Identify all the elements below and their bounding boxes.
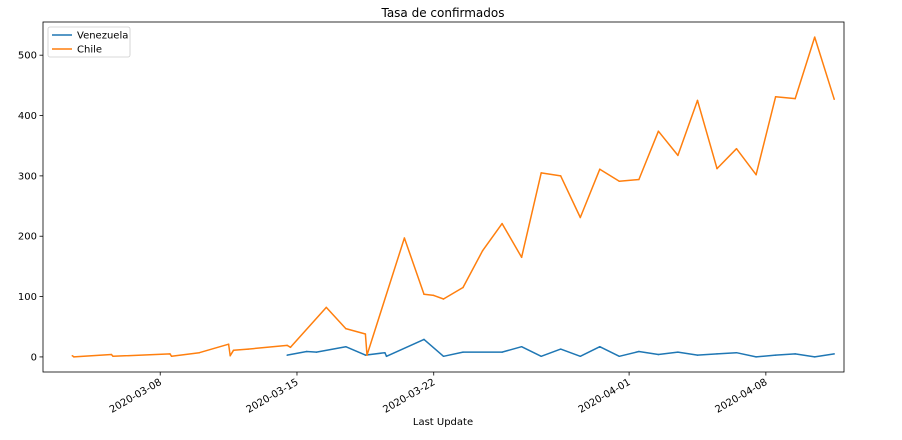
data-point-chile (755, 173, 757, 176)
x-tick-label: 2020-03-08 (108, 377, 164, 416)
data-point-venezuela (384, 351, 386, 354)
data-point-chile (599, 168, 601, 170)
y-tick-label: 0 (31, 352, 37, 363)
data-point-venezuela (716, 353, 718, 355)
data-point-venezuela (501, 351, 503, 353)
data-point-chile (364, 333, 367, 335)
data-point-chile (696, 99, 699, 102)
legend-label-chile: Chile (77, 45, 102, 56)
data-point-venezuela (345, 345, 347, 348)
chart-title: Tasa de confirmados (380, 6, 504, 20)
data-point-chile (579, 216, 582, 219)
data-point-venezuela (833, 353, 835, 355)
legend: Venezuela Chile (47, 26, 131, 58)
data-point-chile (462, 286, 464, 289)
data-point-venezuela (696, 354, 699, 356)
data-point-chile (774, 96, 777, 98)
data-point-chile (520, 256, 523, 259)
data-point-chile (794, 97, 796, 100)
x-axis-ticks: 2020-03-08 2020-03-15 2020-03-22 2020-04-01… (108, 372, 769, 416)
y-axis-ticks: 0 100 200 300 400 500 (18, 51, 43, 363)
data-point-venezuela (813, 356, 816, 358)
y-tick-label: 200 (18, 232, 37, 243)
data-point-venezuela (315, 351, 318, 353)
data-point-venezuela (755, 356, 757, 358)
data-point-venezuela (638, 350, 640, 353)
data-point-chile (432, 294, 435, 297)
data-point-venezuela (364, 354, 367, 356)
data-point-venezuela (794, 353, 796, 355)
data-point-venezuela (599, 345, 601, 348)
data-point-chile (325, 306, 328, 309)
data-point-chile (345, 327, 347, 330)
data-point-chile (501, 222, 503, 225)
data-point-chile (657, 130, 660, 132)
data-point-venezuela (520, 345, 523, 348)
data-point-chile (618, 180, 621, 183)
data-point-venezuela (385, 355, 388, 358)
data-point-venezuela (540, 355, 542, 358)
data-point-chile (229, 354, 231, 357)
data-point-chile (677, 154, 679, 157)
data-point-chile (247, 348, 249, 350)
data-point-chile (110, 353, 113, 356)
data-point-chile (286, 344, 288, 347)
data-point-venezuela (423, 338, 425, 341)
data-point-chile (227, 343, 230, 345)
data-point-venezuela (677, 351, 679, 353)
data-point-venezuela (618, 355, 621, 358)
y-tick-label: 500 (18, 51, 37, 62)
data-point-chile (170, 355, 173, 358)
x-tick-label: 2020-04-08 (714, 377, 770, 416)
data-point-chile (559, 175, 562, 177)
data-point-chile (169, 353, 171, 355)
series-line-venezuela (287, 338, 835, 358)
x-tick-label: 2020-03-15 (245, 377, 301, 416)
legend-label-venezuela: Venezuela (77, 31, 128, 42)
x-axis-label: Last Update (413, 417, 473, 428)
x-tick-label: 2020-03-22 (381, 377, 437, 416)
x-tick-label: 2020-04-01 (577, 377, 633, 416)
data-point-venezuela (286, 354, 288, 356)
data-point-chile (73, 356, 75, 358)
data-point-venezuela (462, 351, 464, 353)
series-layer (71, 36, 835, 358)
data-point-chile (112, 355, 114, 358)
data-point-chile (481, 249, 484, 252)
data-point-chile (423, 293, 425, 295)
y-tick-label: 300 (18, 171, 37, 182)
data-point-venezuela (559, 348, 562, 350)
data-point-venezuela (442, 355, 445, 358)
data-point-chile (716, 167, 718, 170)
data-point-venezuela (579, 355, 582, 358)
data-point-chile (232, 349, 235, 352)
data-point-chile (442, 298, 445, 300)
data-point-chile (403, 237, 406, 239)
data-point-chile (540, 172, 542, 174)
data-point-chile (638, 178, 640, 181)
data-point-chile (735, 147, 738, 150)
data-point-chile (289, 346, 292, 349)
y-tick-label: 400 (18, 111, 37, 122)
data-point-chile (71, 354, 74, 357)
series-line-chile (71, 36, 835, 358)
data-point-chile (813, 36, 816, 38)
data-point-chile (833, 98, 835, 100)
y-tick-label: 100 (18, 292, 37, 303)
data-point-chile (198, 351, 201, 354)
data-point-venezuela (657, 353, 660, 356)
data-point-chile (366, 354, 368, 356)
data-point-venezuela (305, 350, 308, 353)
plot-area-frame (42, 21, 845, 373)
data-point-venezuela (774, 354, 777, 356)
data-point-venezuela (735, 351, 738, 354)
